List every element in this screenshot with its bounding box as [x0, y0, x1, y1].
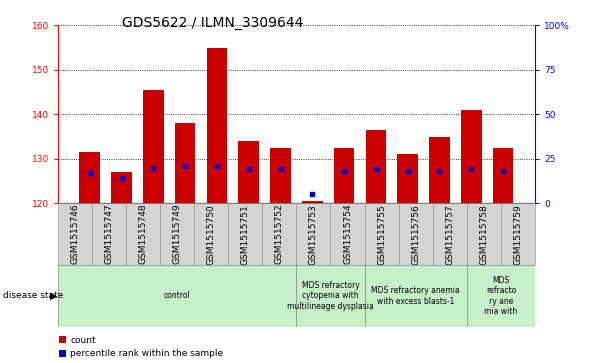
Point [244, 167, 254, 172]
FancyBboxPatch shape [467, 203, 501, 265]
Point [466, 167, 476, 172]
Text: GSM1515753: GSM1515753 [309, 204, 318, 265]
Bar [302, 201, 323, 203]
Bar [238, 141, 259, 203]
FancyBboxPatch shape [262, 203, 296, 265]
Bar [397, 154, 418, 203]
Point [181, 163, 190, 169]
Text: GSM1515747: GSM1515747 [105, 204, 114, 265]
FancyBboxPatch shape [92, 203, 126, 265]
Point [435, 168, 444, 174]
FancyBboxPatch shape [58, 203, 92, 265]
FancyBboxPatch shape [467, 265, 535, 327]
Point [308, 192, 317, 197]
FancyBboxPatch shape [399, 203, 433, 265]
Bar [207, 48, 227, 203]
FancyBboxPatch shape [58, 265, 296, 327]
Text: GSM1515756: GSM1515756 [411, 204, 420, 265]
Text: GSM1515752: GSM1515752 [275, 204, 284, 265]
FancyBboxPatch shape [228, 203, 262, 265]
FancyBboxPatch shape [501, 203, 535, 265]
Text: GSM1515754: GSM1515754 [343, 204, 352, 265]
Text: GSM1515746: GSM1515746 [71, 204, 79, 265]
Point [117, 175, 126, 181]
Point [275, 167, 285, 172]
Text: disease state: disease state [3, 291, 63, 300]
Bar [270, 148, 291, 203]
Bar [461, 110, 482, 203]
FancyBboxPatch shape [296, 265, 365, 327]
FancyBboxPatch shape [160, 203, 194, 265]
Point [148, 165, 158, 171]
Point [212, 163, 222, 169]
Text: GSM1515748: GSM1515748 [139, 204, 148, 265]
Text: GSM1515757: GSM1515757 [445, 204, 454, 265]
Text: GSM1515749: GSM1515749 [173, 204, 182, 265]
Point [339, 168, 349, 174]
Bar [80, 152, 100, 203]
Bar [111, 172, 132, 203]
FancyBboxPatch shape [331, 203, 365, 265]
FancyBboxPatch shape [126, 203, 160, 265]
Text: GSM1515759: GSM1515759 [514, 204, 522, 265]
FancyBboxPatch shape [194, 203, 228, 265]
Bar [334, 148, 354, 203]
Legend: count, percentile rank within the sample: count, percentile rank within the sample [59, 336, 223, 359]
FancyBboxPatch shape [433, 203, 467, 265]
FancyBboxPatch shape [296, 203, 331, 265]
Point [402, 168, 412, 174]
Text: GDS5622 / ILMN_3309644: GDS5622 / ILMN_3309644 [122, 16, 303, 30]
Text: MDS refractory
cytopenia with
multilineage dysplasia: MDS refractory cytopenia with multilinea… [287, 281, 374, 311]
Text: ▶: ▶ [50, 291, 58, 301]
Bar [492, 148, 513, 203]
Text: MDS refractory anemia
with excess blasts-1: MDS refractory anemia with excess blasts… [371, 286, 460, 306]
Text: GSM1515758: GSM1515758 [479, 204, 488, 265]
Text: GSM1515751: GSM1515751 [241, 204, 250, 265]
Point [371, 167, 381, 172]
FancyBboxPatch shape [365, 203, 399, 265]
Bar [365, 130, 386, 203]
Point [85, 170, 95, 176]
Bar [429, 136, 450, 203]
Bar [175, 123, 196, 203]
Point [498, 168, 508, 174]
FancyBboxPatch shape [365, 265, 467, 327]
Bar [143, 90, 164, 203]
Text: GSM1515755: GSM1515755 [377, 204, 386, 265]
Text: GSM1515750: GSM1515750 [207, 204, 216, 265]
Text: MDS
refracto
ry ane
mia with: MDS refracto ry ane mia with [485, 276, 517, 316]
Text: control: control [164, 291, 190, 300]
